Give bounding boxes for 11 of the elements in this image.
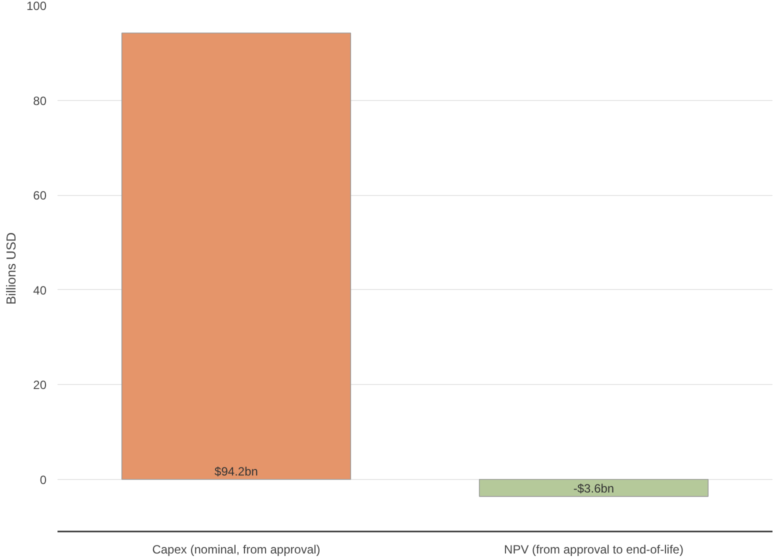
y-tick-label: 100 — [26, 0, 47, 13]
data-label: -$3.6bn — [573, 481, 614, 496]
y-tick-label: 80 — [33, 94, 47, 108]
y-tick-label: 60 — [33, 188, 47, 203]
y-tick-label: 40 — [33, 283, 47, 298]
data-label: $94.2bn — [214, 464, 258, 478]
y-tick-label: 0 — [40, 472, 47, 487]
x-tick-label: Capex (nominal, from approval) — [152, 542, 320, 556]
y-tick-label: 20 — [33, 378, 47, 392]
y-axis-title: Billions USD — [3, 232, 18, 305]
x-tick-label: NPV (from approval to end-of-life) — [504, 542, 684, 556]
